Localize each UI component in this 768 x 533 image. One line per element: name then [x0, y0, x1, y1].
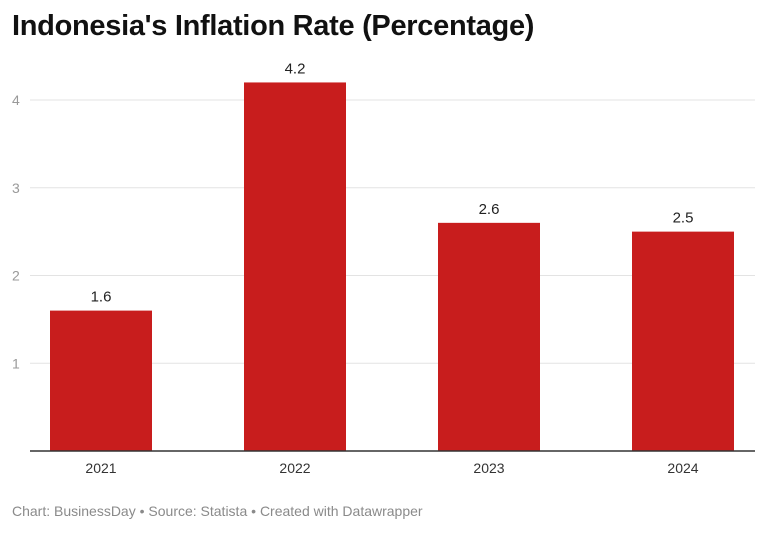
x-axis-ticks: 2021 2022 2023 2024	[85, 460, 698, 476]
y-tick-label: 2	[12, 268, 20, 284]
bar-2023	[438, 222, 540, 451]
data-labels: 1.6 4.2 2.6 2.5	[91, 60, 694, 305]
footer-created: Created with Datawrapper	[259, 503, 423, 519]
footer-source: Statista	[200, 503, 248, 519]
y-tick-label: 4	[12, 92, 20, 108]
bar-2024	[632, 231, 734, 451]
chart-title: Indonesia's Inflation Rate (Percentage)	[12, 10, 535, 42]
data-label-2021: 1.6	[91, 289, 112, 306]
x-tick-label-2021: 2021	[85, 460, 116, 476]
footer-chart-label: Chart:	[12, 503, 51, 519]
x-tick-label-2024: 2024	[667, 460, 698, 476]
data-label-2023: 2.6	[479, 201, 500, 218]
bar-2021	[50, 310, 152, 451]
bars	[50, 82, 734, 451]
y-tick-label: 1	[12, 355, 20, 371]
chart-footer: Chart: BusinessDay • Source: Statista • …	[12, 503, 423, 519]
footer-separator: •	[135, 503, 149, 519]
data-label-2024: 2.5	[673, 210, 694, 227]
data-label-2022: 4.2	[285, 60, 306, 77]
bar-2022	[244, 82, 346, 451]
footer-separator: •	[247, 503, 260, 519]
footer-chart-source: BusinessDay	[54, 503, 136, 519]
y-tick-label: 3	[12, 180, 20, 196]
x-tick-label-2023: 2023	[473, 460, 504, 476]
footer-source-label: Source:	[148, 503, 197, 519]
y-axis-ticks: 1 2 3 4	[12, 92, 20, 371]
x-tick-label-2022: 2022	[279, 460, 310, 476]
